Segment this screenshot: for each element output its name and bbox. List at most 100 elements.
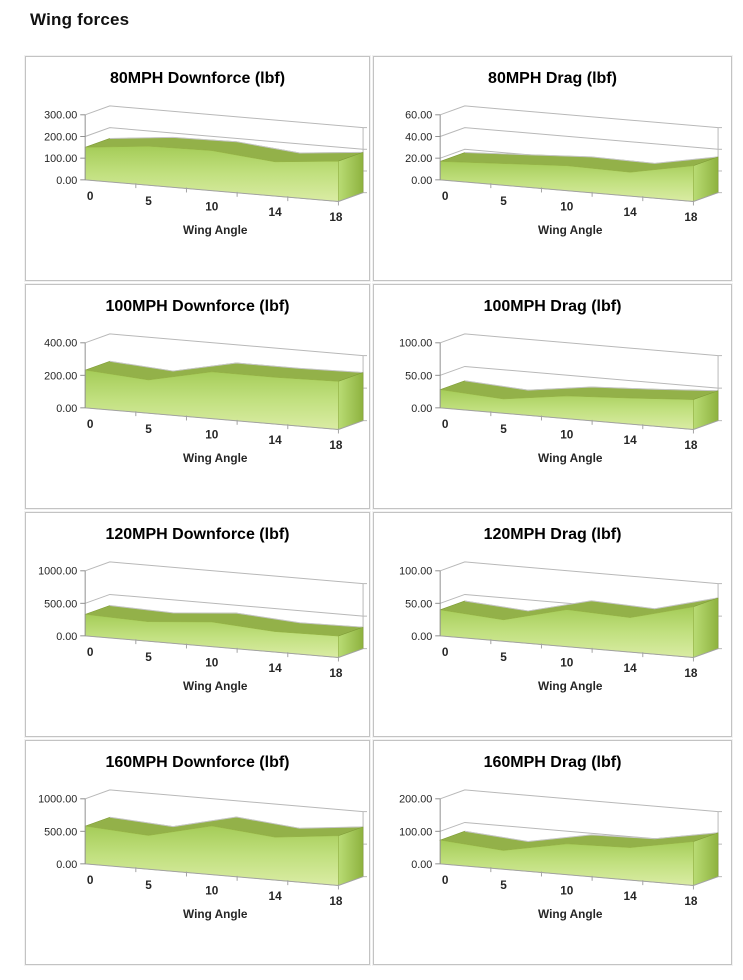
x-axis-tick-label: 0 bbox=[441, 189, 448, 203]
x-axis-tick-label: 14 bbox=[268, 205, 282, 219]
x-axis-tick-label: 14 bbox=[623, 205, 637, 219]
ribbon-back-highlight bbox=[464, 152, 718, 164]
y-axis-tick-label: 0.00 bbox=[411, 631, 432, 643]
area-chart-canvas: 0.00 500.00 1000.00 0 5 10 14 18 Wing Angle bbox=[38, 789, 367, 921]
chart-box: 80MPH Drag (lbf) 0.00 20.00 40.00 60.00 0 5 10 1… bbox=[373, 56, 732, 281]
area-front-face bbox=[439, 606, 694, 658]
area-front-face bbox=[439, 839, 694, 886]
ribbon-back-highlight bbox=[109, 605, 363, 628]
x-axis-tick-label: 14 bbox=[268, 433, 282, 447]
area-chart-canvas: 0.00 100.00 200.00 0 5 10 14 18 Wing Angle bbox=[399, 789, 722, 921]
chart-box: 160MPH Drag (lbf) 0.00 100.00 200.00 0 5 10 14 1… bbox=[373, 740, 732, 965]
gridline bbox=[439, 365, 718, 389]
chart-title: 120MPH Downforce (lbf) bbox=[105, 526, 290, 543]
gridline bbox=[84, 593, 363, 617]
y-axis-tick-label: 20.00 bbox=[405, 153, 432, 165]
x-axis-tick-label: 10 bbox=[560, 883, 574, 897]
x-axis-tick-label: 0 bbox=[86, 645, 93, 659]
x-axis-tick-label: 10 bbox=[560, 199, 574, 213]
x-axis-tick-label: 5 bbox=[500, 422, 507, 436]
x-axis-tick-label: 18 bbox=[329, 210, 343, 224]
chart-title: 80MPH Drag (lbf) bbox=[488, 70, 617, 87]
x-axis-tick-label: 10 bbox=[205, 655, 219, 669]
x-axis-tick-label: 18 bbox=[329, 438, 343, 452]
x-axis-tick-label: 14 bbox=[268, 889, 282, 903]
area-front-face bbox=[439, 389, 694, 430]
gridline bbox=[84, 105, 363, 129]
ribbon-back-highlight bbox=[464, 830, 718, 843]
x-axis-tick-label: 0 bbox=[441, 873, 448, 887]
y-axis-tick-label: 0.00 bbox=[56, 175, 77, 187]
area-front-face bbox=[84, 369, 339, 430]
x-axis-title: Wing Angle bbox=[538, 679, 603, 693]
x-axis-tick-label: 5 bbox=[145, 650, 152, 664]
x-axis-tick-label: 5 bbox=[145, 878, 152, 892]
chart-title: 100MPH Downforce (lbf) bbox=[105, 298, 290, 315]
y-axis-tick-label: 500.00 bbox=[44, 826, 77, 838]
chart-box: 100MPH Downforce (lbf) 0.00 200.00 400.00 0 5… bbox=[25, 284, 370, 509]
y-axis-tick-label: 60.00 bbox=[405, 110, 432, 122]
y-axis-tick-label: 500.00 bbox=[44, 598, 77, 610]
page-title: Wing forces bbox=[30, 10, 130, 29]
chart-title: 160MPH Drag (lbf) bbox=[483, 754, 622, 771]
x-axis-tick-label: 14 bbox=[623, 433, 637, 447]
gridline bbox=[84, 789, 363, 813]
area-chart-canvas: 0.00 50.00 100.00 0 5 10 14 18 Wing Angle bbox=[399, 561, 722, 693]
chart-title: 160MPH Downforce (lbf) bbox=[105, 754, 290, 771]
x-axis-title: Wing Angle bbox=[538, 451, 603, 465]
y-axis-tick-label: 200.00 bbox=[44, 370, 77, 382]
gridline bbox=[439, 105, 718, 129]
gridline bbox=[439, 789, 718, 813]
x-axis-title: Wing Angle bbox=[538, 223, 603, 237]
x-axis-title: Wing Angle bbox=[183, 223, 248, 237]
gridline bbox=[84, 333, 363, 357]
x-axis-tick-label: 18 bbox=[684, 438, 698, 452]
ribbon-back-highlight bbox=[109, 360, 363, 374]
x-axis-tick-label: 5 bbox=[500, 650, 507, 664]
x-axis-tick-label: 18 bbox=[684, 210, 698, 224]
ribbon-back-highlight bbox=[464, 597, 718, 612]
x-axis-tick-label: 10 bbox=[205, 427, 219, 441]
x-axis-tick-label: 5 bbox=[145, 194, 152, 208]
x-axis-tick-label: 0 bbox=[441, 417, 448, 431]
charts-grid: 80MPH Downforce (lbf) 0.00 100.00 200.00 300… bbox=[25, 56, 743, 965]
y-axis-tick-label: 0.00 bbox=[56, 403, 77, 415]
y-axis-tick-label: 50.00 bbox=[405, 598, 432, 610]
chart-title: 80MPH Downforce (lbf) bbox=[109, 70, 286, 87]
area-front-face bbox=[439, 161, 694, 202]
ribbon-back-highlight bbox=[109, 136, 363, 154]
chart-title: 120MPH Drag (lbf) bbox=[483, 526, 622, 543]
x-axis-tick-label: 10 bbox=[560, 655, 574, 669]
area-chart-canvas: 0.00 200.00 400.00 0 5 10 14 18 Wing Angle bbox=[44, 333, 367, 465]
x-axis-tick-label: 14 bbox=[623, 889, 637, 903]
y-axis-tick-label: 100.00 bbox=[399, 338, 432, 350]
y-axis-tick-label: 1000.00 bbox=[38, 794, 77, 806]
area-front-face bbox=[84, 825, 339, 886]
gridline bbox=[439, 127, 718, 150]
x-axis-tick-label: 10 bbox=[205, 883, 219, 897]
y-axis-tick-label: 0.00 bbox=[411, 175, 432, 187]
x-axis-tick-label: 5 bbox=[145, 422, 152, 436]
y-axis-tick-label: 50.00 bbox=[405, 370, 432, 382]
y-axis-tick-label: 0.00 bbox=[56, 631, 77, 643]
y-axis-tick-label: 200.00 bbox=[44, 131, 77, 143]
area-chart-canvas: 0.00 100.00 200.00 300.00 0 5 10 14 18 Wing Angle bbox=[44, 105, 367, 237]
chart-box: 100MPH Drag (lbf) 0.00 50.00 100.00 0 5 10 14 18… bbox=[373, 284, 732, 509]
gridline bbox=[84, 127, 363, 150]
x-axis-tick-label: 0 bbox=[441, 645, 448, 659]
x-axis-title: Wing Angle bbox=[183, 679, 248, 693]
area-front-face bbox=[84, 145, 339, 202]
x-axis-tick-label: 10 bbox=[560, 427, 574, 441]
y-axis-tick-label: 100.00 bbox=[399, 826, 432, 838]
area-right-cap bbox=[337, 372, 363, 430]
x-axis-tick-label: 18 bbox=[684, 894, 698, 908]
y-axis-tick-label: 200.00 bbox=[399, 794, 432, 806]
chart-box: 80MPH Downforce (lbf) 0.00 100.00 200.00 300… bbox=[25, 56, 370, 281]
x-axis-tick-label: 0 bbox=[86, 873, 93, 887]
y-axis-tick-label: 400.00 bbox=[44, 338, 77, 350]
area-chart-canvas: 0.00 20.00 40.00 60.00 0 5 10 14 18 Wing Angle bbox=[405, 105, 722, 237]
x-axis-tick-label: 0 bbox=[86, 189, 93, 203]
y-axis-tick-label: 0.00 bbox=[411, 403, 432, 415]
report-page: Wing forces 80MPH Downforce (lbf) 0.00 100… bbox=[0, 10, 743, 965]
y-axis-tick-label: 40.00 bbox=[405, 131, 432, 143]
